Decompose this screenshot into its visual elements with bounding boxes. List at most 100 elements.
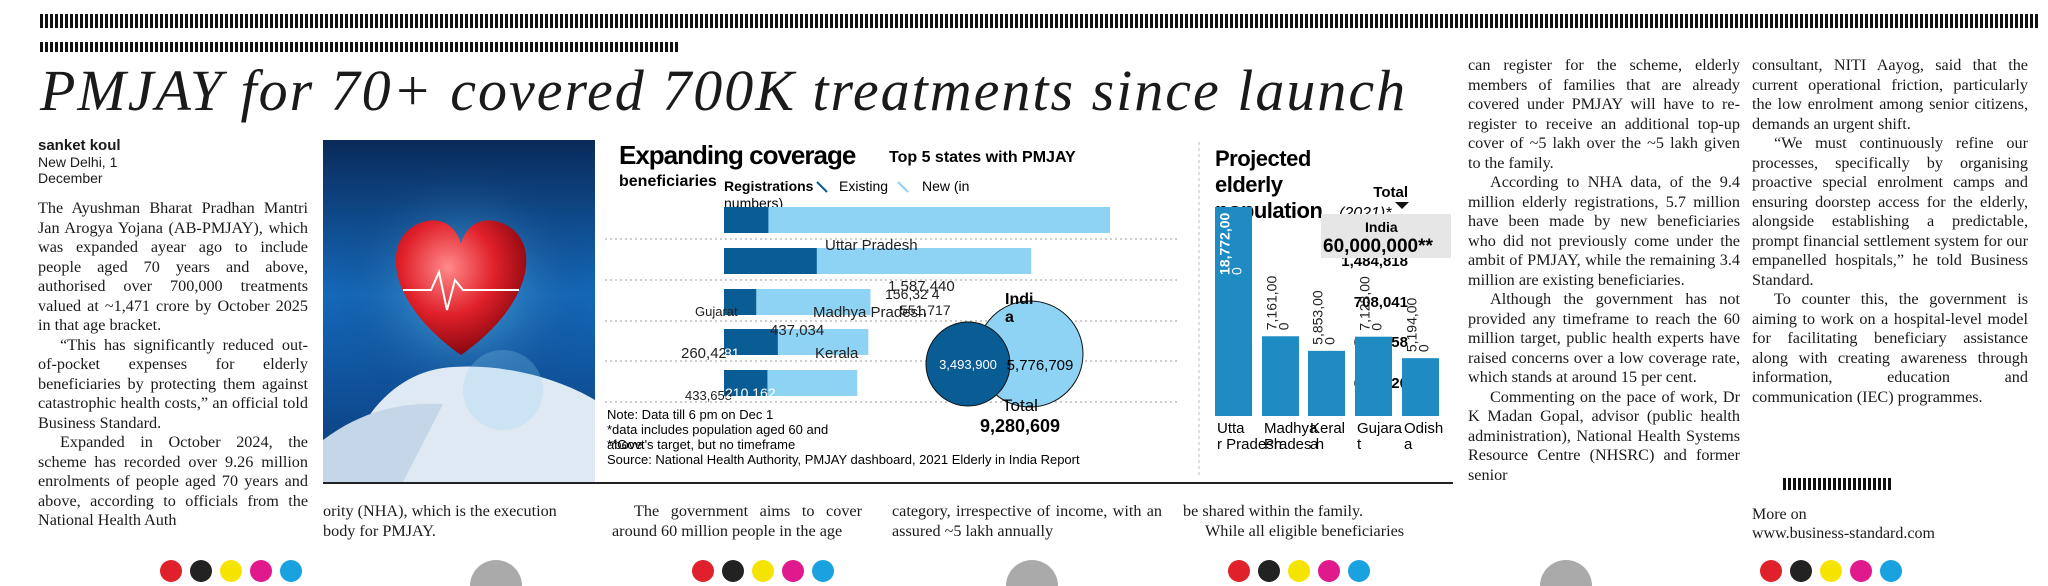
india-target-value: 60,000,000** [1323, 236, 1433, 257]
paragraph: consultant, NITI Aayog, said that the cu… [1752, 56, 2028, 133]
article-column-1: The Ayushman Bharat Pradhan Mantri Jan A… [38, 199, 308, 531]
projected-axis-label: Utta [1217, 420, 1245, 437]
foot-column-2: The government aims to cover around 60 m… [612, 502, 862, 540]
circle-total-value: 9,280,609 [980, 416, 1060, 436]
registration-mark-cyan [1880, 560, 1902, 582]
foot-column-1: ority (NHA), which is the execution body… [323, 502, 557, 540]
projected-title-2: elderly [1215, 172, 1284, 197]
legend-existing-swatch [816, 181, 828, 193]
projected-bar [1355, 336, 1392, 416]
projected-value-label-cont: 0 [1229, 267, 1245, 275]
bar-label: 551,717 [900, 302, 951, 318]
projected-axis-label-cont: a [1310, 436, 1319, 453]
section-rule [40, 42, 680, 52]
bar-existing [724, 329, 778, 355]
bar-label: Madhya Pradesh [813, 304, 926, 321]
circle-existing [925, 321, 1011, 407]
bar-label: Gujarat [695, 304, 738, 319]
graphic-bottom-rule [323, 482, 1453, 484]
paragraph: “This has significantly reduced out-of-p… [38, 335, 308, 432]
bar-new [724, 207, 1110, 233]
graphic-subtitle-line2: beneficiaries [619, 173, 717, 190]
heart-glove-photo [323, 140, 595, 482]
byline: sanket koul New Delhi, 1 December [38, 137, 168, 187]
more-on-link[interactable]: www.business-standard.com [1752, 525, 1935, 542]
registration-mark-cyan [1348, 560, 1370, 582]
registration-mark-yellow [1288, 560, 1310, 582]
graphic-subtitle-line1: Top 5 states with PMJAY [889, 149, 1076, 166]
byline-date: December [38, 170, 103, 186]
graphic-title: Expanding coverage [619, 140, 856, 170]
projected-value-label-cont: 0 [1369, 323, 1385, 331]
paragraph: Expanded in October 2024, the scheme has… [38, 433, 308, 529]
headline: PMJAY for 70+ covered 700K treatments si… [40, 58, 1408, 123]
paragraph: The Ayushman Bharat Pradhan Mantri Jan A… [38, 199, 308, 334]
registration-mark-yellow [220, 560, 242, 582]
legend-existing: Existing [839, 178, 888, 194]
registration-mark-black [722, 560, 744, 582]
bar-existing [724, 207, 769, 233]
registration-mark-black [1790, 560, 1812, 582]
registration-mark-magenta [782, 560, 804, 582]
foot-column-4-line2: While all eligible beneficiaries [1205, 521, 1405, 540]
projected-value-label-cont: 0 [1322, 337, 1338, 345]
infographic-canvas: Expanding coverage Top 5 states with PMJ… [605, 140, 1451, 476]
projected-bar [1262, 336, 1299, 416]
more-on-rule [1783, 478, 1893, 490]
projected-value-label: 5,194,00 [1404, 297, 1420, 352]
registration-mark-red [160, 560, 182, 582]
registration-mark-black [1258, 560, 1280, 582]
projected-title-1: Projected [1215, 146, 1311, 171]
more-on-label: More on [1752, 506, 1807, 523]
article-column-4: consultant, NITI Aayog, said that the cu… [1752, 56, 2028, 407]
projected-bar [1215, 207, 1252, 416]
paragraph: According to NHA data, of the 9.4 millio… [1468, 173, 1740, 289]
bar-existing [724, 289, 757, 315]
circle-total-label: Total [1002, 396, 1038, 415]
paragraph: “We must continuously refine our process… [1752, 134, 2028, 289]
projected-axis-label-cont: t [1357, 436, 1362, 453]
registration-mark-yellow [752, 560, 774, 582]
note-2: *data includes population aged 60 and [607, 422, 828, 437]
total-arrow-icon [1395, 202, 1409, 209]
projected-value-label: 18,772,00 [1217, 213, 1233, 275]
bar-label: 433,658 [685, 388, 732, 403]
bar-label: Kerala [815, 345, 859, 362]
article-column-3: can register for the scheme, elderly mem… [1468, 56, 1740, 485]
india-target-label: India [1365, 219, 1398, 235]
source-line: Source: National Health Authority, PMJAY… [607, 452, 1080, 467]
projected-bar [1308, 350, 1345, 416]
legend-new-swatch [897, 181, 909, 193]
projected-axis-label-cont: Prades h [1264, 436, 1324, 453]
bar-label: 210,162 [725, 385, 776, 401]
note-2-cont: above [607, 437, 642, 452]
projected-axis-label-cont: a [1404, 436, 1413, 453]
registration-mark-magenta [250, 560, 272, 582]
registration-mark-grey [470, 560, 522, 586]
photo-illustration [323, 160, 595, 482]
registration-mark-yellow [1820, 560, 1842, 582]
projected-axis-label: Madhya [1264, 420, 1318, 437]
bar-label: 156,32 4 [885, 286, 940, 302]
legend-new: New (in [922, 178, 969, 194]
registration-mark-red [692, 560, 714, 582]
circle-india-label: Indi [1005, 291, 1033, 308]
projected-value-label: 7,123,00 [1357, 276, 1373, 331]
registration-mark-red [1228, 560, 1250, 582]
foot-column-3: category, irrespective of income, with a… [892, 502, 1162, 540]
projected-axis-label: Odish [1404, 420, 1443, 437]
registration-mark-grey [1006, 560, 1058, 586]
projected-axis-label: Gujara [1357, 420, 1403, 437]
registration-mark-red [1760, 560, 1782, 582]
foot-column-4: be shared within the family. While all e… [1183, 502, 1443, 541]
paragraph: To counter this, the government is aimin… [1752, 290, 2028, 406]
bar-label: 260,42 [681, 345, 727, 362]
projected-value-label: 7,161,00 [1264, 276, 1280, 331]
byline-name: sanket koul [38, 137, 121, 154]
registration-mark-cyan [812, 560, 834, 582]
foot-column-4-line1: be shared within the family. [1183, 502, 1364, 520]
registration-mark-cyan [280, 560, 302, 582]
total-header: Total [1373, 184, 1408, 201]
note-3: **Govt's target, but no timeframe [607, 437, 795, 452]
registration-mark-grey [1540, 560, 1592, 586]
